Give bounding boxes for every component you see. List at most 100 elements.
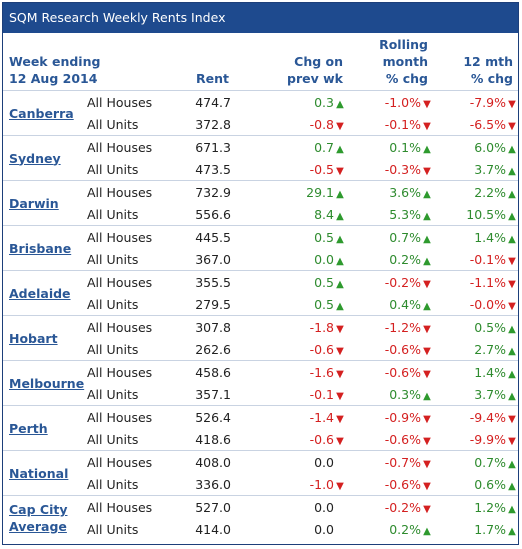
up-arrow-icon: ▲ (508, 233, 516, 245)
rent-header: Rent (196, 71, 229, 86)
chg-prev-wk-value: 8.4 (314, 206, 334, 222)
chg-prev-wk-cell: 0.5 ▲ (231, 293, 346, 316)
city-cell: Canberra (3, 91, 85, 136)
city-link[interactable]: Hobart (9, 330, 58, 346)
city-cell: Cap City Average (3, 495, 85, 540)
up-arrow-icon: ▲ (423, 143, 431, 155)
rent-value: 336.0 (195, 476, 231, 492)
city-link[interactable]: Perth (9, 420, 48, 436)
chg-prev-wk-cell: -0.6 ▼ (231, 428, 346, 451)
twelve-month-chg-cell: -0.0% ▼ (433, 293, 518, 316)
city-link[interactable]: National (9, 465, 69, 481)
down-arrow-icon: ▼ (423, 503, 431, 515)
city-link[interactable]: Melbourne (9, 375, 85, 391)
chg-prev-wk-value: 0.0 (314, 251, 334, 267)
rolling-month-chg-cell: -0.6% ▼ (346, 473, 433, 496)
rent-value: 279.5 (195, 296, 231, 312)
city-link[interactable]: Adelaide (9, 285, 71, 301)
week-ending-header: Week ending 12 Aug 2014 (9, 53, 100, 87)
down-arrow-icon: ▼ (336, 323, 344, 335)
rolling-month-chg-cell: 0.2% ▲ (346, 518, 433, 540)
property-type: All Houses (85, 225, 185, 248)
up-arrow-icon: ▲ (508, 188, 516, 200)
table-row: Adelaide All Houses 355.5 0.5 ▲ -0.2% ▼ -1.1% ▼ (3, 270, 518, 316)
rolling-month-chg-value: -0.3% (384, 161, 421, 177)
down-arrow-icon: ▼ (336, 435, 344, 447)
city-group: Darwin All Houses 732.9 29.1 ▲ 3.6% ▲ 2.2% ▲ All … (3, 180, 518, 226)
down-arrow-icon: ▼ (423, 480, 431, 492)
twelve-month-chg-cell: -7.9% ▼ (433, 91, 518, 113)
rolling-month-chg-value: -0.2% (384, 274, 421, 290)
down-arrow-icon: ▼ (423, 120, 431, 132)
rolling-month-chg-cell: -0.6% ▼ (346, 338, 433, 361)
rent-value: 418.6 (195, 431, 231, 447)
down-arrow-icon: ▼ (423, 98, 431, 110)
down-arrow-icon: ▼ (423, 368, 431, 380)
twelve-month-header: 12 mth % chg (463, 53, 513, 87)
table-row: Darwin All Houses 732.9 29.1 ▲ 3.6% ▲ 2.2% ▲ (3, 180, 518, 226)
rent-value: 367.0 (195, 251, 231, 267)
rolling-month-chg-value: -0.6% (384, 431, 421, 447)
up-arrow-icon: ▲ (508, 345, 516, 357)
down-arrow-icon: ▼ (508, 435, 516, 447)
down-arrow-icon: ▼ (423, 278, 431, 290)
down-arrow-icon: ▼ (336, 120, 344, 132)
city-link[interactable]: Sydney (9, 150, 61, 166)
twelve-month-chg-cell: -0.1% ▼ (433, 248, 518, 271)
chg-prev-wk-cell: 0.0 ▲ (231, 248, 346, 271)
chg-prev-wk-cell: -1.8 ▼ (231, 315, 346, 338)
table-row: All Units 262.6 -0.6 ▼ -0.6% ▼ 2.7% ▲ (3, 338, 518, 361)
city-link[interactable]: Brisbane (9, 240, 72, 256)
city-link[interactable]: Canberra (9, 105, 74, 121)
chg-prev-wk-cell: -0.1 ▼ (231, 383, 346, 406)
twelve-month-chg-value: -1.1% (469, 274, 506, 290)
up-arrow-icon: ▲ (508, 143, 516, 155)
rolling-month-chg-value: 0.3% (389, 386, 421, 402)
up-arrow-icon: ▲ (423, 233, 431, 245)
chg-prev-wk-value: -0.5 (309, 161, 334, 177)
rolling-month-chg-value: -0.6% (384, 341, 421, 357)
rolling-month-chg-value: -0.1% (384, 116, 421, 132)
table-row: Sydney All Houses 671.3 0.7 ▲ 0.1% ▲ 6.0% ▲ (3, 135, 518, 181)
rolling-header-line1: Rolling (379, 37, 428, 52)
rolling-month-chg-cell: -0.2% ▼ (346, 495, 433, 518)
city-link[interactable]: Cap City Average (9, 502, 68, 534)
twelve-month-chg-value: 2.2% (474, 184, 506, 200)
rolling-header-line2: month (382, 54, 428, 69)
city-group: Sydney All Houses 671.3 0.7 ▲ 0.1% ▲ 6.0% ▲ All U… (3, 135, 518, 181)
city-link[interactable]: Darwin (9, 195, 59, 211)
rolling-month-chg-cell: -0.9% ▼ (346, 405, 433, 428)
property-type: All Houses (85, 270, 185, 293)
table-row: All Units 357.1 -0.1 ▼ 0.3% ▲ 3.7% ▲ (3, 383, 518, 406)
property-type: All Houses (85, 135, 185, 158)
chg-prev-wk-value: -1.8 (309, 319, 334, 335)
rolling-month-chg-cell: -1.0% ▼ (346, 91, 433, 113)
rolling-month-chg-cell: 3.6% ▲ (346, 180, 433, 203)
table-row: All Units 473.5 -0.5 ▼ -0.3% ▼ 3.7% ▲ (3, 158, 518, 181)
twelve-month-chg-value: -9.4% (469, 409, 506, 425)
up-arrow-icon: ▲ (508, 390, 516, 402)
table-header: Week ending 12 Aug 2014 Rent Chg on prev… (3, 33, 518, 91)
property-type: All Houses (85, 360, 185, 383)
rent-value: 527.0 (185, 495, 231, 518)
rolling-month-chg-value: -0.9% (384, 409, 421, 425)
twelve-month-chg-value: -6.5% (469, 116, 506, 132)
twelve-month-chg-value: 0.7% (474, 454, 506, 470)
city-group: Melbourne All Houses 458.6 -1.6 ▼ -0.6% ▼ 1.4% ▲… (3, 360, 518, 406)
chg-prev-wk-value: -1.6 (309, 364, 334, 380)
rent-value: 671.3 (185, 135, 231, 158)
twelve-header-line2: % chg (470, 71, 513, 86)
rent-value: 357.1 (195, 386, 231, 402)
property-type: All Units (87, 341, 139, 357)
up-arrow-icon: ▲ (423, 525, 431, 537)
chg-prev-wk-value: -1.0 (309, 476, 334, 492)
rent-value: 458.6 (185, 360, 231, 383)
chg-header-line1: Chg on (294, 54, 343, 69)
table-row: Canberra All Houses 474.7 0.3 ▲ -1.0% ▼ -7.9% ▼ (3, 91, 518, 121)
property-type: All Units (87, 161, 139, 177)
up-arrow-icon: ▲ (508, 210, 516, 222)
rolling-month-chg-cell: -0.6% ▼ (346, 360, 433, 383)
rent-value: 556.6 (195, 206, 231, 222)
table-row: Brisbane All Houses 445.5 0.5 ▲ 0.7% ▲ 1.4% ▲ (3, 225, 518, 271)
chg-prev-wk-cell: 0.5 ▲ (231, 270, 346, 293)
